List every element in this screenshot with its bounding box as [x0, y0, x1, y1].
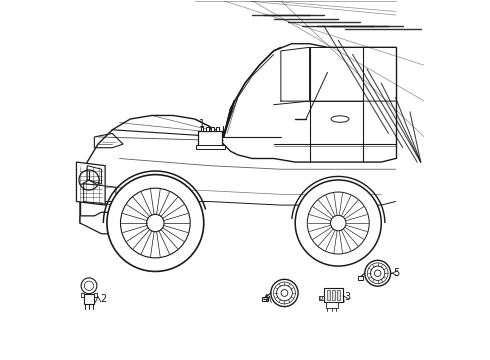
Text: 4: 4: [262, 294, 269, 304]
Bar: [332, 291, 335, 300]
Text: 3: 3: [344, 292, 351, 302]
Bar: [319, 296, 324, 300]
Bar: [262, 297, 269, 301]
Polygon shape: [80, 212, 120, 234]
Circle shape: [271, 279, 298, 307]
Bar: [206, 127, 209, 131]
Bar: [216, 127, 219, 131]
Bar: [358, 276, 363, 280]
Circle shape: [81, 278, 97, 294]
Bar: [196, 145, 224, 149]
Bar: [84, 294, 95, 304]
Text: 5: 5: [393, 268, 399, 278]
Bar: [200, 127, 203, 131]
Circle shape: [107, 175, 204, 271]
Circle shape: [295, 180, 381, 266]
Text: 2: 2: [100, 294, 106, 304]
Bar: [326, 302, 338, 308]
Circle shape: [365, 260, 391, 286]
Text: 1: 1: [199, 119, 205, 129]
Bar: [327, 291, 330, 300]
Bar: [337, 291, 341, 300]
Bar: [324, 288, 343, 302]
Bar: [198, 131, 221, 146]
Polygon shape: [76, 162, 105, 205]
Circle shape: [320, 297, 323, 300]
Bar: [211, 127, 214, 131]
